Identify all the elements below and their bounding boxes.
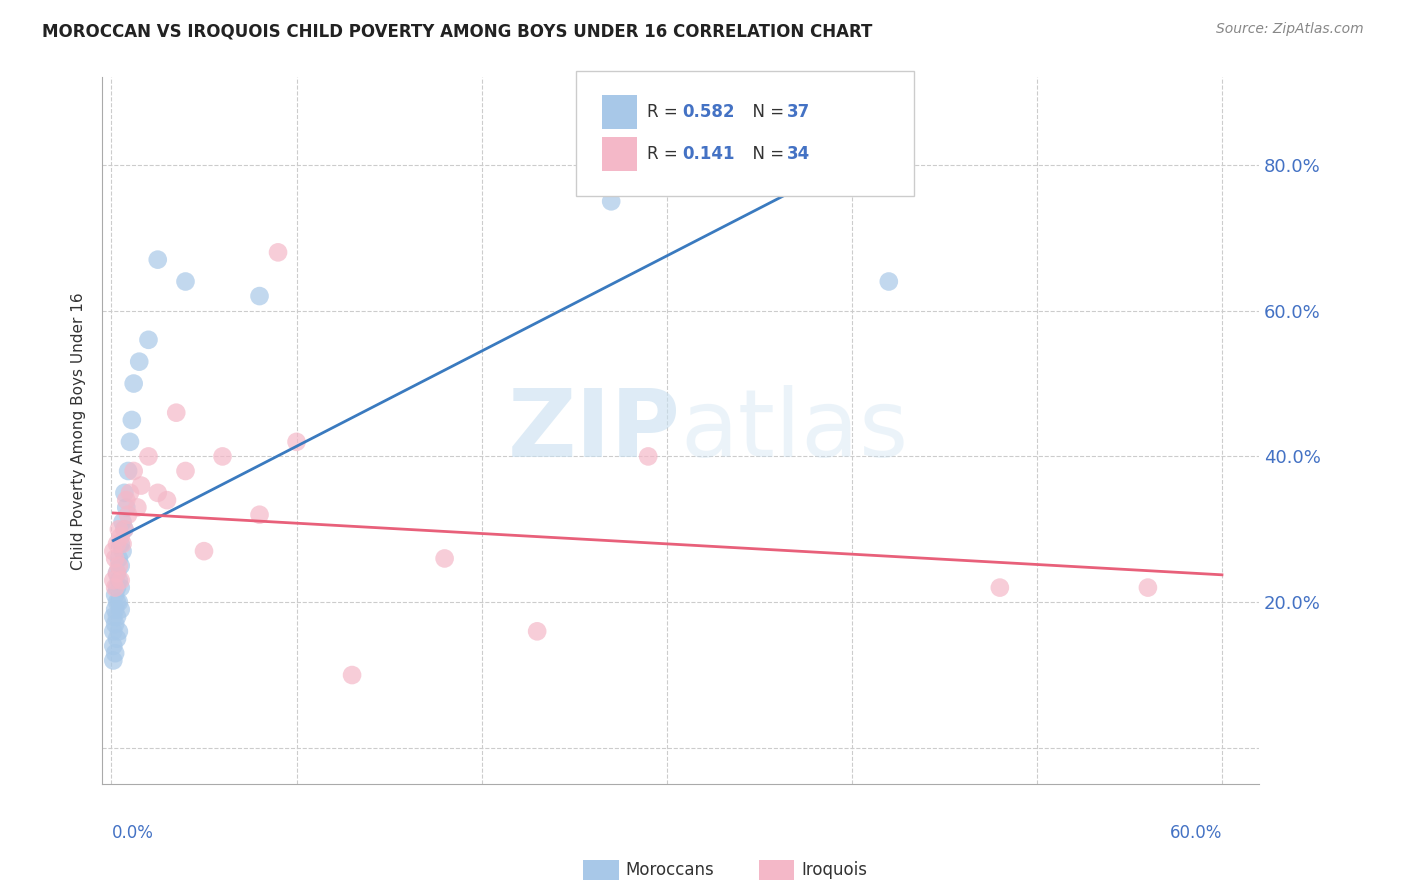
Point [104, 581, 127, 595]
Point [249, 289, 271, 303]
Point [285, 434, 308, 449]
Point [105, 609, 128, 624]
Text: R =: R = [647, 145, 688, 163]
Point [110, 558, 132, 573]
Point [104, 602, 127, 616]
Point [267, 245, 290, 260]
Point [110, 602, 132, 616]
Point [1136, 581, 1159, 595]
Point [103, 544, 125, 558]
Point [117, 464, 139, 478]
Point [122, 464, 145, 478]
Point [433, 551, 456, 566]
Text: MOROCCAN VS IROQUOIS CHILD POVERTY AMONG BOYS UNDER 16 CORRELATION CHART: MOROCCAN VS IROQUOIS CHILD POVERTY AMONG… [42, 22, 873, 40]
Text: 34: 34 [787, 145, 811, 163]
Text: 0.582: 0.582 [682, 103, 734, 121]
Text: Moroccans: Moroccans [626, 861, 714, 879]
Point [637, 450, 659, 464]
Text: Source: ZipAtlas.com: Source: ZipAtlas.com [1216, 22, 1364, 37]
Point [104, 551, 127, 566]
Point [108, 595, 131, 609]
Y-axis label: Child Poverty Among Boys Under 16: Child Poverty Among Boys Under 16 [72, 292, 86, 570]
Text: Iroquois: Iroquois [801, 861, 868, 879]
Point [138, 450, 160, 464]
Point [103, 639, 125, 653]
Point [988, 581, 1011, 595]
Point [110, 530, 132, 544]
Text: R =: R = [647, 103, 683, 121]
Point [105, 566, 128, 580]
Point [115, 500, 138, 515]
Point [129, 478, 152, 492]
Point [110, 574, 132, 588]
Point [112, 522, 135, 536]
Point [122, 376, 145, 391]
Point [146, 252, 169, 267]
Point [877, 275, 900, 289]
Point [118, 434, 141, 449]
Point [526, 624, 548, 639]
Point [108, 558, 131, 573]
Point [249, 508, 271, 522]
Point [105, 566, 128, 580]
Point [108, 522, 131, 536]
Point [174, 275, 197, 289]
Point [112, 522, 135, 536]
Point [340, 668, 363, 682]
Point [118, 486, 141, 500]
Text: atlas: atlas [681, 385, 908, 477]
Point [111, 537, 134, 551]
Point [105, 537, 128, 551]
Point [165, 406, 187, 420]
Point [127, 500, 149, 515]
Point [115, 493, 138, 508]
Point [193, 544, 215, 558]
Point [105, 581, 128, 595]
Text: 37: 37 [787, 103, 811, 121]
Text: N =: N = [742, 145, 790, 163]
Text: 0.0%: 0.0% [111, 824, 153, 842]
Point [156, 493, 179, 508]
Point [105, 632, 128, 646]
Point [111, 515, 134, 529]
Text: 60.0%: 60.0% [1170, 824, 1222, 842]
Point [105, 595, 128, 609]
Point [121, 413, 143, 427]
Point [117, 508, 139, 522]
Point [103, 609, 125, 624]
Point [174, 464, 197, 478]
Point [103, 574, 125, 588]
Point [104, 588, 127, 602]
Point [108, 624, 131, 639]
Point [110, 537, 132, 551]
Point [600, 194, 623, 209]
Point [146, 486, 169, 500]
Text: ZIP: ZIP [508, 385, 681, 477]
Point [110, 581, 132, 595]
Point [112, 486, 135, 500]
Point [138, 333, 160, 347]
Text: 0.141: 0.141 [682, 145, 734, 163]
Point [103, 624, 125, 639]
Point [103, 653, 125, 667]
Point [108, 551, 131, 566]
Text: N =: N = [742, 103, 790, 121]
Point [128, 354, 150, 368]
Point [211, 450, 233, 464]
Point [108, 574, 131, 588]
Point [104, 646, 127, 660]
Point [111, 544, 134, 558]
Point [104, 617, 127, 632]
